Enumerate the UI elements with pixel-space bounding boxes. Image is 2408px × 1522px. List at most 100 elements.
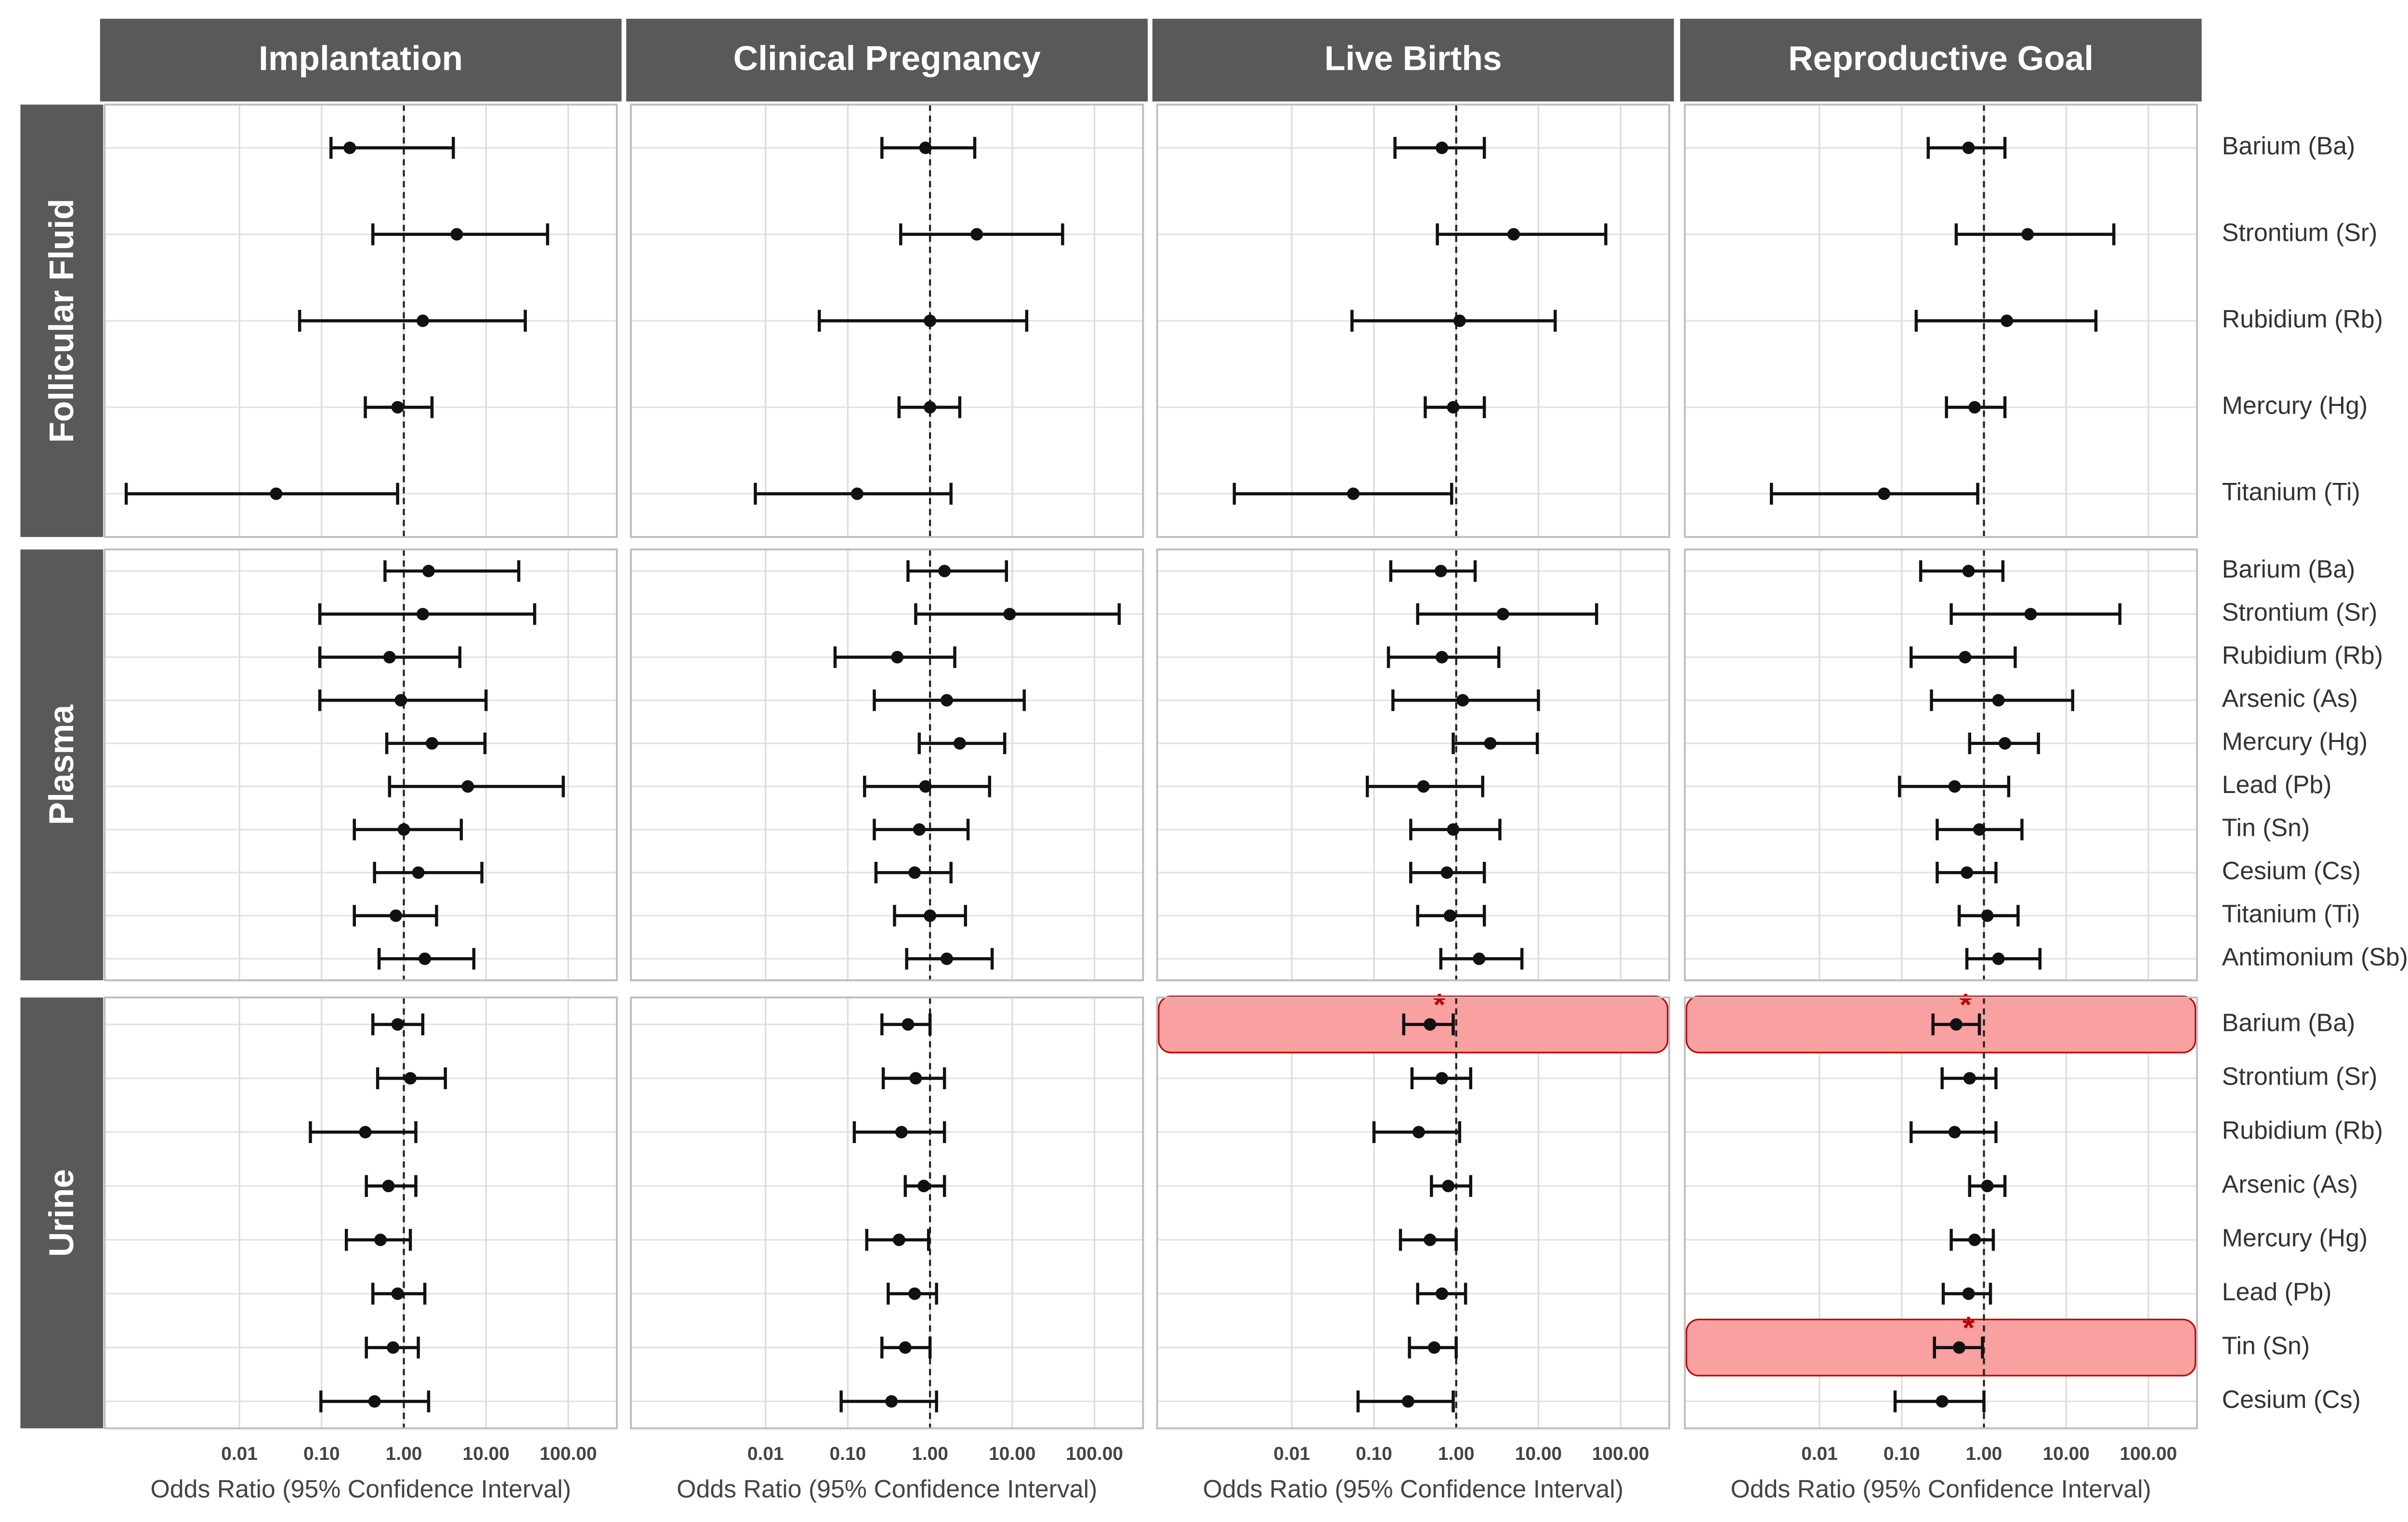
point (1963, 1072, 1976, 1085)
point (1003, 608, 1016, 621)
point (924, 909, 937, 922)
point (1347, 487, 1360, 500)
point (940, 694, 953, 707)
point (909, 1072, 922, 1085)
point (895, 1126, 908, 1139)
point (461, 780, 474, 793)
x-tick-label: 10.00 (1515, 1444, 1562, 1464)
category-label: Strontium (Sr) (2222, 1062, 2378, 1090)
point (938, 564, 951, 577)
point (1878, 487, 1891, 500)
point (1950, 1018, 1963, 1031)
point (1401, 1395, 1414, 1408)
category-label: Tin (Sn) (2222, 1331, 2310, 1359)
category-label: Mercury (Hg) (2222, 1224, 2368, 1252)
column-title: Clinical Pregnancy (733, 39, 1041, 78)
point (2021, 228, 2034, 241)
x-tick-label: 0.01 (221, 1444, 258, 1464)
x-axis-label: Odds Ratio (95% Confidence Interval) (150, 1475, 571, 1503)
point (1412, 1126, 1425, 1139)
panel-border (1156, 548, 1670, 981)
panel (105, 997, 617, 1429)
x-tick-label: 0.10 (1884, 1444, 1920, 1464)
row-title: Urine (42, 1169, 81, 1257)
point (908, 866, 921, 879)
point (1962, 564, 1975, 577)
point (450, 228, 463, 241)
point (1453, 314, 1466, 327)
point (1992, 694, 2005, 707)
point (913, 823, 926, 836)
point (1999, 737, 2012, 750)
point (1442, 1180, 1455, 1193)
panel-border (630, 104, 1144, 538)
category-label: Titanium (Ti) (2222, 478, 2360, 506)
category-label: Strontium (Sr) (2222, 218, 2378, 246)
point (422, 564, 435, 577)
panel (105, 549, 617, 981)
x-tick-label: 1.00 (1966, 1444, 2002, 1464)
point (2024, 608, 2037, 621)
panel (1685, 549, 2197, 981)
point (391, 401, 404, 414)
point (387, 1341, 400, 1354)
x-tick-label: 100.00 (1592, 1444, 1649, 1464)
panel-border (1156, 104, 1670, 538)
point (1447, 823, 1460, 836)
point (1436, 1287, 1448, 1300)
point (1968, 401, 1981, 414)
x-axis-label: Odds Ratio (95% Confidence Interval) (1203, 1475, 1623, 1503)
x-tick-label: 10.00 (463, 1444, 510, 1464)
x-tick-label: 1.00 (1438, 1444, 1475, 1464)
point (902, 1018, 915, 1031)
point (1473, 952, 1486, 965)
point (1936, 1395, 1949, 1408)
panel-border (630, 996, 1144, 1430)
point (343, 142, 356, 154)
point (1968, 1234, 1981, 1246)
category-label: Rubidium (Rb) (2222, 641, 2383, 669)
point (885, 1395, 898, 1408)
panel (631, 549, 1143, 981)
point (1973, 823, 1986, 836)
point (382, 1180, 395, 1193)
point (426, 737, 438, 750)
point (404, 1072, 417, 1085)
category-label: Rubidium (Rb) (2222, 1116, 2383, 1144)
column-header (1152, 18, 1674, 102)
column-title: Live Births (1324, 39, 1502, 78)
point (1981, 909, 1994, 922)
point (1428, 1341, 1440, 1354)
significance-label: * (1963, 1310, 1975, 1345)
point (940, 952, 953, 965)
point (970, 228, 983, 241)
panel-border (1684, 548, 2198, 981)
panel (631, 997, 1143, 1429)
point (374, 1234, 387, 1246)
category-label: Barium (Ba) (2222, 132, 2356, 160)
point (419, 952, 432, 965)
category-label: Strontium (Sr) (2222, 598, 2378, 626)
point (2001, 314, 2014, 327)
x-tick-label: 100.00 (539, 1444, 597, 1464)
category-label: Arsenic (As) (2222, 1170, 2358, 1198)
row-header (20, 997, 104, 1429)
point (412, 866, 425, 879)
category-label: Antimonium (Sb) (2222, 943, 2408, 971)
column-header (626, 18, 1148, 102)
point (919, 780, 932, 793)
point (368, 1395, 381, 1408)
category-label: Mercury (Hg) (2222, 728, 2368, 755)
point (1424, 1018, 1437, 1031)
panel-border (630, 548, 1144, 981)
x-tick-label: 0.01 (1273, 1444, 1310, 1464)
point (1962, 1287, 1975, 1300)
point (1417, 780, 1430, 793)
point (416, 608, 429, 621)
point (391, 1287, 404, 1300)
row-header (20, 549, 104, 981)
point (908, 1287, 921, 1300)
point (1961, 866, 1974, 879)
x-tick-label: 10.00 (2043, 1444, 2090, 1464)
